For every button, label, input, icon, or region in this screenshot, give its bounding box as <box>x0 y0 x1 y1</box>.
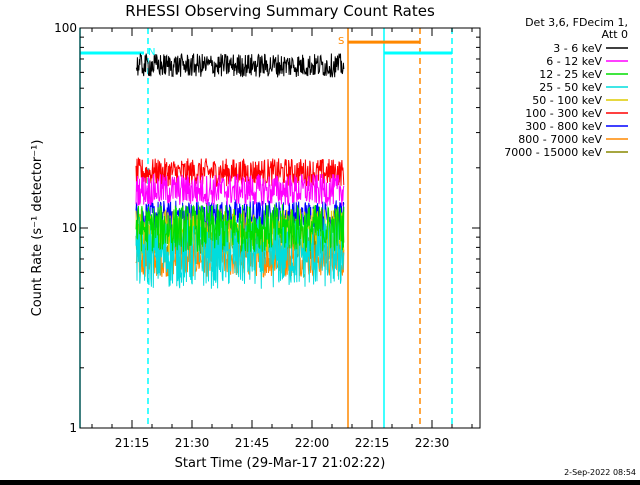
y-tick-label: 10 <box>62 221 77 235</box>
chart-title: RHESSI Observing Summary Count Rates <box>125 2 435 20</box>
legend-label: 7000 - 15000 keV <box>504 146 602 159</box>
y-axis-label: Count Rate (s⁻¹ detector⁻¹) <box>30 140 45 317</box>
legend-header-2: Att 0 <box>602 28 628 41</box>
legend-header-1: Det 3,6, FDecim 1, <box>525 16 628 29</box>
x-tick-label: 22:15 <box>355 436 390 450</box>
y-tick-label: 1 <box>69 421 77 435</box>
flag-label: N <box>148 47 155 58</box>
legend-label: 25 - 50 keV <box>539 81 602 94</box>
flag-label: S <box>338 36 344 47</box>
y-tick-label: 100 <box>54 21 77 35</box>
x-tick-label: 21:45 <box>235 436 270 450</box>
x-axis-label: Start Time (29-Mar-17 21:02:22) <box>175 456 386 471</box>
series-line <box>135 203 345 252</box>
legend-label: 50 - 100 keV <box>532 94 602 107</box>
legend-label: 300 - 800 keV <box>525 120 602 133</box>
timestamp: 2-Sep-2022 08:54 <box>564 468 636 477</box>
x-tick-label: 21:15 <box>115 436 150 450</box>
series-line <box>135 173 345 207</box>
x-tick-label: 22:30 <box>415 436 450 450</box>
legend-label: 12 - 25 keV <box>539 68 602 81</box>
plot-content: NS <box>79 28 453 428</box>
series-line <box>135 216 345 289</box>
legend-label: 3 - 6 keV <box>553 42 602 55</box>
x-tick-label: 21:30 <box>175 436 210 450</box>
series-line <box>135 53 345 79</box>
legend-label: 100 - 300 keV <box>525 107 602 120</box>
legend-label: 6 - 12 keV <box>546 55 602 68</box>
legend-label: 800 - 7000 keV <box>518 133 602 146</box>
series-line <box>135 198 345 233</box>
axes: 1 10 100 21:15 21:30 21:45 22:00 22:15 22:30 <box>54 21 480 450</box>
x-tick-label: 22:00 <box>295 436 330 450</box>
